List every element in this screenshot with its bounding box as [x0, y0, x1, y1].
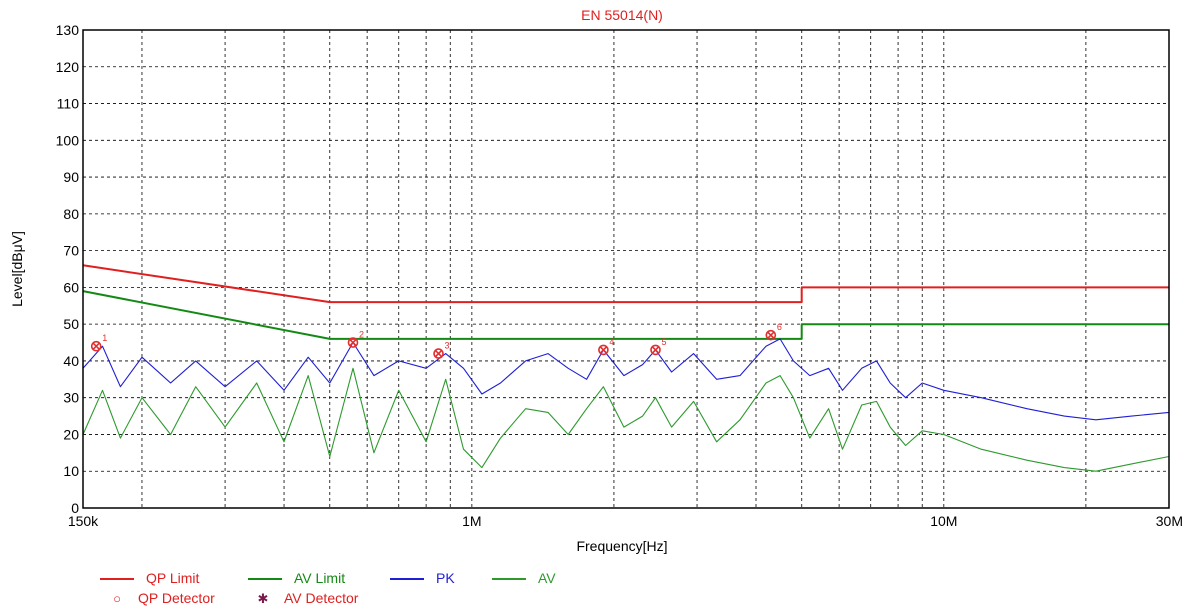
chart-title: EN 55014(N): [581, 7, 663, 23]
legend-av-swatch: [492, 578, 526, 581]
peak-marker: 1: [90, 333, 107, 352]
series-line-qp-limit: [82, 264, 1169, 304]
marker-label: 6: [777, 322, 782, 332]
legend: QP Limit AV Limit PK AV ○ QP Detector ✱ AV…: [0, 566, 700, 612]
legend-av-detector: ✱ AV Detector: [256, 590, 359, 607]
y-tick-label: 60: [63, 279, 79, 295]
legend-qp-limit-label: QP Limit: [146, 570, 200, 586]
marker-cross: [434, 350, 443, 358]
plot-frame: [82, 29, 1170, 509]
y-tick-label: 120: [56, 59, 80, 75]
x-axis-label: Frequency[Hz]: [576, 538, 667, 554]
y-tick-label: 80: [63, 206, 79, 222]
marker-circle: [650, 344, 661, 356]
peak-markers: 1 2 3 4 5 6: [90, 322, 782, 359]
marker-label: 1: [102, 333, 107, 343]
marker-cross: [349, 338, 357, 347]
y-tick-label: 90: [63, 169, 79, 185]
series-line-av: [82, 367, 1170, 472]
circle-icon: ○: [113, 591, 121, 606]
peak-marker: 6: [765, 322, 782, 341]
marker-cross: [767, 331, 775, 339]
y-axis-label: Level[dBμV]: [9, 231, 25, 307]
marker-label: 4: [609, 337, 614, 347]
legend-qp-limit-swatch: [100, 578, 134, 581]
peak-marker: 3: [433, 341, 450, 359]
marker-circle: [90, 340, 102, 352]
peak-marker: 5: [650, 337, 667, 356]
x-tick-label: 150k: [68, 513, 99, 529]
marker-cross: [651, 346, 660, 354]
y-tick-label: 40: [63, 353, 79, 369]
peak-marker: 4: [598, 337, 614, 356]
series-line-av-limit: [82, 290, 1169, 340]
y-tick-label: 100: [56, 132, 80, 148]
legend-pk: PK: [390, 570, 455, 586]
y-tick-labels: 0 10 20 30 40 50 60 70 80 90 100 110 120 130: [56, 22, 80, 516]
x-tick-labels: 150k 1M 10M 30M: [68, 513, 1183, 529]
legend-av-limit: AV Limit: [248, 570, 345, 586]
limit-lines: [82, 264, 1169, 340]
y-tick-label: 30: [63, 390, 79, 406]
x-tick-label: 10M: [930, 513, 957, 529]
legend-av: AV: [492, 570, 556, 586]
legend-av-limit-swatch: [248, 578, 282, 581]
marker-circle: [433, 348, 444, 359]
marker-circle: [765, 329, 777, 341]
legend-qp-detector: ○ QP Detector: [110, 590, 215, 606]
legend-av-limit-label: AV Limit: [294, 570, 346, 586]
y-tick-label: 110: [57, 96, 80, 112]
peak-marker: 2: [347, 330, 364, 348]
x-tick-label: 30M: [1156, 513, 1183, 529]
grid-lines: [83, 30, 1169, 508]
legend-pk-label: PK: [436, 570, 455, 586]
marker-label: 5: [662, 337, 667, 347]
marker-circle: [598, 344, 609, 356]
measurement-traces: [82, 338, 1170, 472]
y-tick-label: 50: [63, 316, 79, 332]
legend-av-detector-label: AV Detector: [284, 590, 359, 606]
marker-label: 3: [445, 341, 450, 351]
y-tick-label: 10: [63, 463, 79, 479]
marker-cross: [92, 342, 100, 350]
asterisk-icon: ✱: [257, 591, 269, 606]
marker-label: 2: [359, 330, 364, 340]
marker-cross: [599, 346, 607, 354]
y-tick-label: 20: [63, 426, 79, 442]
y-tick-label: 130: [56, 22, 80, 38]
marker-circle: [347, 337, 359, 348]
legend-av-label: AV: [538, 570, 556, 586]
x-tick-label: 1M: [462, 513, 481, 529]
legend-qp-limit: QP Limit: [100, 570, 199, 586]
series-line-pk: [82, 338, 1170, 421]
legend-qp-detector-label: QP Detector: [138, 590, 215, 606]
y-tick-label: 70: [63, 243, 79, 259]
emc-chart: EN 55014(N) 1 2 3 4 5 6 0 10 20 30 40 50 60 70 80 90 10…: [9, 7, 1183, 554]
y-tick-label: 0: [71, 500, 79, 516]
legend-pk-swatch: [390, 578, 424, 581]
